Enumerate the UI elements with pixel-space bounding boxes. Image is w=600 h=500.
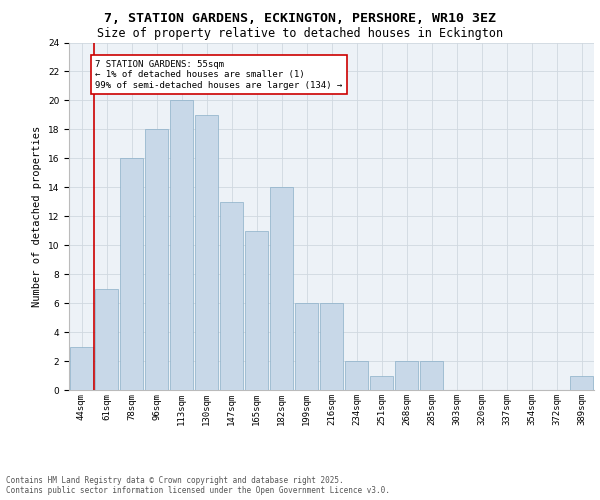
Bar xyxy=(420,361,443,390)
Bar xyxy=(170,100,193,390)
Text: 7, STATION GARDENS, ECKINGTON, PERSHORE, WR10 3EZ: 7, STATION GARDENS, ECKINGTON, PERSHORE,… xyxy=(104,12,496,26)
Text: Contains HM Land Registry data © Crown copyright and database right 2025.
Contai: Contains HM Land Registry data © Crown c… xyxy=(6,476,390,495)
Y-axis label: Number of detached properties: Number of detached properties xyxy=(32,126,42,307)
Bar xyxy=(370,376,393,390)
Text: Size of property relative to detached houses in Eckington: Size of property relative to detached ho… xyxy=(97,28,503,40)
Bar xyxy=(120,158,143,390)
Bar xyxy=(95,288,118,390)
Bar xyxy=(220,202,243,390)
Bar xyxy=(195,115,218,390)
Bar xyxy=(245,230,268,390)
Text: 7 STATION GARDENS: 55sqm
← 1% of detached houses are smaller (1)
99% of semi-det: 7 STATION GARDENS: 55sqm ← 1% of detache… xyxy=(95,60,343,90)
Bar xyxy=(345,361,368,390)
Bar xyxy=(395,361,418,390)
Bar xyxy=(270,188,293,390)
Bar xyxy=(145,130,168,390)
Bar xyxy=(295,303,318,390)
Bar xyxy=(70,346,93,390)
Bar xyxy=(320,303,343,390)
Bar xyxy=(570,376,593,390)
